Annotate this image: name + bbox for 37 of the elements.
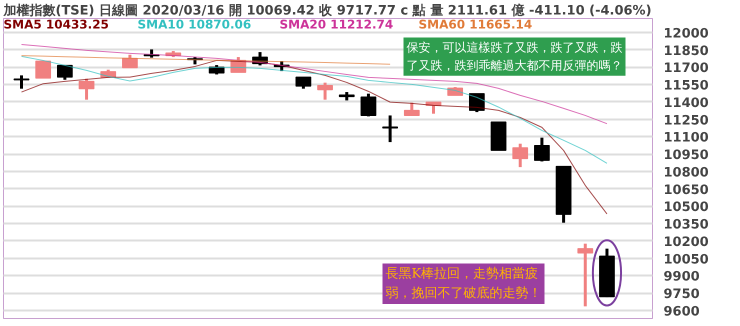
y-tick-label: 12000 <box>664 26 709 42</box>
y-tick-label: 10800 <box>664 165 709 180</box>
candlestick <box>512 144 528 168</box>
candlestick <box>360 94 376 116</box>
candlestick <box>35 60 52 79</box>
candlestick <box>78 78 94 100</box>
y-tick-label: 11400 <box>664 96 709 111</box>
y-tick-label: 10050 <box>664 252 709 268</box>
y-tick-label: 11850 <box>664 44 709 59</box>
candlestick <box>534 138 550 162</box>
y-tick-label: 10200 <box>664 234 709 250</box>
text: SMA20 11212.74 <box>280 18 394 32</box>
candlestick <box>382 115 398 142</box>
text: SMA10 10870.06 <box>138 18 252 32</box>
y-tick-label: 10650 <box>664 182 709 198</box>
candlestick <box>577 244 594 306</box>
y-tick-label: 10350 <box>664 218 709 233</box>
annotation: 長黑K棒拉回，走勢相當疲弱，挽回不了破底的走勢！ <box>386 266 542 301</box>
y-tick-label: 9600 <box>664 304 700 320</box>
candlestick <box>14 75 30 89</box>
y-tick-label: 11700 <box>664 61 709 76</box>
candlestick <box>56 64 73 80</box>
text: SMA60 11665.14 <box>418 18 532 32</box>
candlestick <box>122 54 138 68</box>
candlestick <box>404 102 420 116</box>
y-tick-label: 9750 <box>664 287 700 302</box>
y-tick-label: 11100 <box>664 130 709 146</box>
y-tick-label: 11550 <box>664 78 709 94</box>
chart-title: 加權指數(TSE) 日線圖 2020/03/16 開 10069.42 收 9717.77 c 點 量 2111.61 億 -411.10 (-4.06%) <box>2 2 652 18</box>
candlestick <box>296 76 312 89</box>
y-tick-label: 9900 <box>664 270 700 285</box>
text: SMA5 10433.25 <box>4 18 109 32</box>
y-tick-label: 10500 <box>664 200 709 216</box>
y-tick-label: 11250 <box>664 113 709 128</box>
y-tick-label: 10950 <box>664 148 709 164</box>
candlestick <box>317 82 333 100</box>
annotation: 保安，可以這樣跌了又跌，跌了又跌，跌了又跌，跌到乖離過大都不用反彈的嗎？ <box>406 40 622 73</box>
